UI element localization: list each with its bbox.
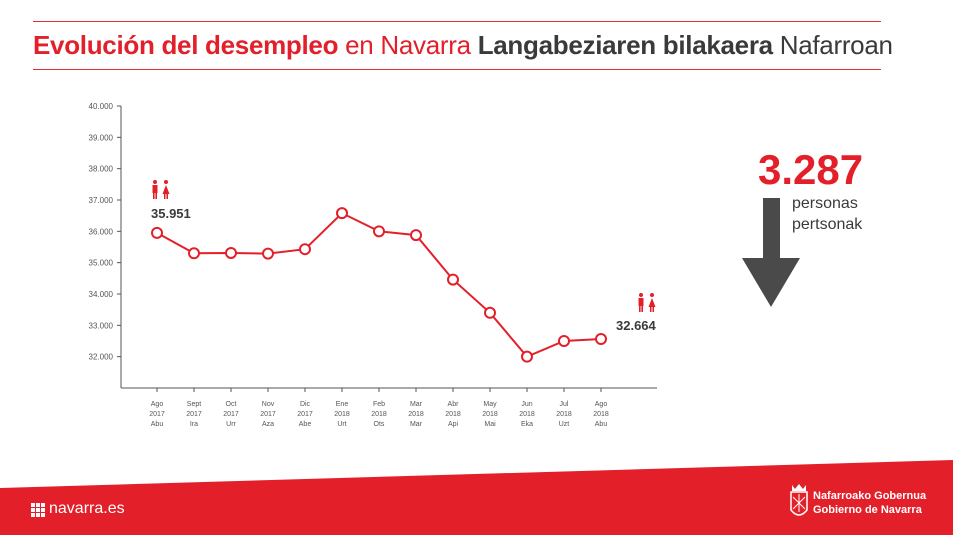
- x-tick-label: Jun: [521, 401, 532, 408]
- x-tick-label: 2018: [519, 411, 535, 418]
- gov-name-es: Gobierno de Navarra: [813, 504, 922, 516]
- people-icon-end: [638, 293, 656, 312]
- x-tick-label: Ene: [336, 401, 349, 408]
- x-tick-label: 2018: [408, 411, 424, 418]
- x-tick-label: Urt: [337, 421, 346, 428]
- y-tick-label: 37.000: [89, 196, 114, 205]
- x-tick-label: Api: [448, 421, 459, 428]
- y-tick-label: 33.000: [89, 321, 114, 330]
- x-tick-label: 2018: [334, 411, 350, 418]
- x-tick-label: 2018: [371, 411, 387, 418]
- x-tick-label: Mar: [410, 421, 423, 428]
- y-tick-label: 40.000: [89, 102, 114, 111]
- data-point: [188, 247, 200, 260]
- x-tick-label: 2018: [556, 411, 572, 418]
- x-tick-label: Ots: [374, 421, 385, 428]
- x-tick-label: Oct: [226, 401, 237, 408]
- y-tick-label: 32.000: [89, 353, 114, 362]
- x-tick-label: Jul: [560, 401, 569, 408]
- title-part-4: Nafarroan: [779, 30, 893, 60]
- x-tick-label: Aza: [262, 421, 274, 428]
- x-tick-label: Abu: [151, 421, 164, 428]
- x-tick-label: 2017: [260, 411, 276, 418]
- x-tick-label: Ira: [190, 421, 198, 428]
- x-tick-label: Nov: [262, 401, 275, 408]
- data-point: [558, 335, 570, 347]
- annotation-last-value: 32.664: [616, 318, 657, 333]
- x-tick-label: Feb: [373, 401, 385, 408]
- down-arrow-icon: [742, 198, 800, 307]
- x-tick-label: Dic: [300, 401, 311, 408]
- x-tick-label: 2018: [593, 411, 609, 418]
- x-tick-label: Mar: [410, 401, 423, 408]
- x-tick-label: Abr: [448, 401, 460, 408]
- x-tick-label: 2018: [482, 411, 498, 418]
- y-tick-label: 36.000: [89, 227, 114, 236]
- x-tick-label: Sept: [187, 401, 201, 408]
- x-tick-label: Ago: [595, 401, 608, 408]
- title-rule-top: [33, 21, 881, 22]
- gov-name-eu: Nafarroako Gobernua: [813, 490, 927, 502]
- x-tick-label: Eka: [521, 421, 533, 428]
- title-part-2: en Navarra: [345, 30, 471, 60]
- data-point: [336, 207, 348, 220]
- footer-band: [0, 460, 953, 535]
- title-part-3: Langabeziaren bilakaera: [477, 30, 773, 60]
- chart-series: [151, 207, 607, 363]
- data-point: [299, 243, 311, 256]
- x-tick-label: Abu: [595, 421, 608, 428]
- data-point: [484, 306, 496, 319]
- y-tick-label: 38.000: [89, 165, 114, 174]
- x-tick-label: Urr: [226, 421, 236, 428]
- x-tick-label: Mai: [484, 421, 496, 428]
- chart-axes: 32.000 33.000 34.000 35.000 36.000 37.000 38.0…: [89, 102, 657, 428]
- x-tick-label: Ago: [151, 401, 164, 408]
- data-point: [373, 225, 385, 238]
- data-point: [595, 332, 607, 345]
- x-tick-label: 2017: [186, 411, 202, 418]
- title-rule-bottom: [33, 69, 881, 70]
- annotation-first-value: 35.951: [151, 206, 191, 221]
- people-icon-start: [152, 180, 170, 199]
- data-point: [262, 247, 274, 260]
- x-tick-label: 2017: [297, 411, 313, 418]
- navarra-logo-icon: [31, 503, 45, 517]
- x-tick-label: 2017: [223, 411, 239, 418]
- y-tick-label: 39.000: [89, 133, 114, 142]
- x-tick-label: 2017: [149, 411, 165, 418]
- x-tick-label: Uzt: [559, 421, 570, 428]
- data-point: [151, 226, 163, 239]
- y-tick-label: 35.000: [89, 259, 114, 268]
- summary-unit-eu: pertsonak: [792, 216, 863, 233]
- website-link[interactable]: navarra.es: [49, 500, 125, 517]
- summary-value: 3.287: [758, 146, 864, 193]
- x-tick-label: May: [483, 401, 497, 408]
- x-tick-label: 2018: [445, 411, 461, 418]
- page-title: Evolución del desempleo en Navarra Langa…: [33, 30, 893, 61]
- coat-of-arms-icon: [790, 484, 808, 516]
- title-part-1: Evolución del desempleo: [33, 30, 339, 60]
- data-point: [521, 350, 533, 363]
- y-tick-label: 34.000: [89, 290, 114, 299]
- summary-unit-es: personas: [792, 195, 858, 212]
- data-point: [410, 229, 422, 242]
- data-point: [225, 246, 237, 259]
- data-point: [447, 273, 459, 286]
- x-tick-label: Abe: [299, 421, 312, 428]
